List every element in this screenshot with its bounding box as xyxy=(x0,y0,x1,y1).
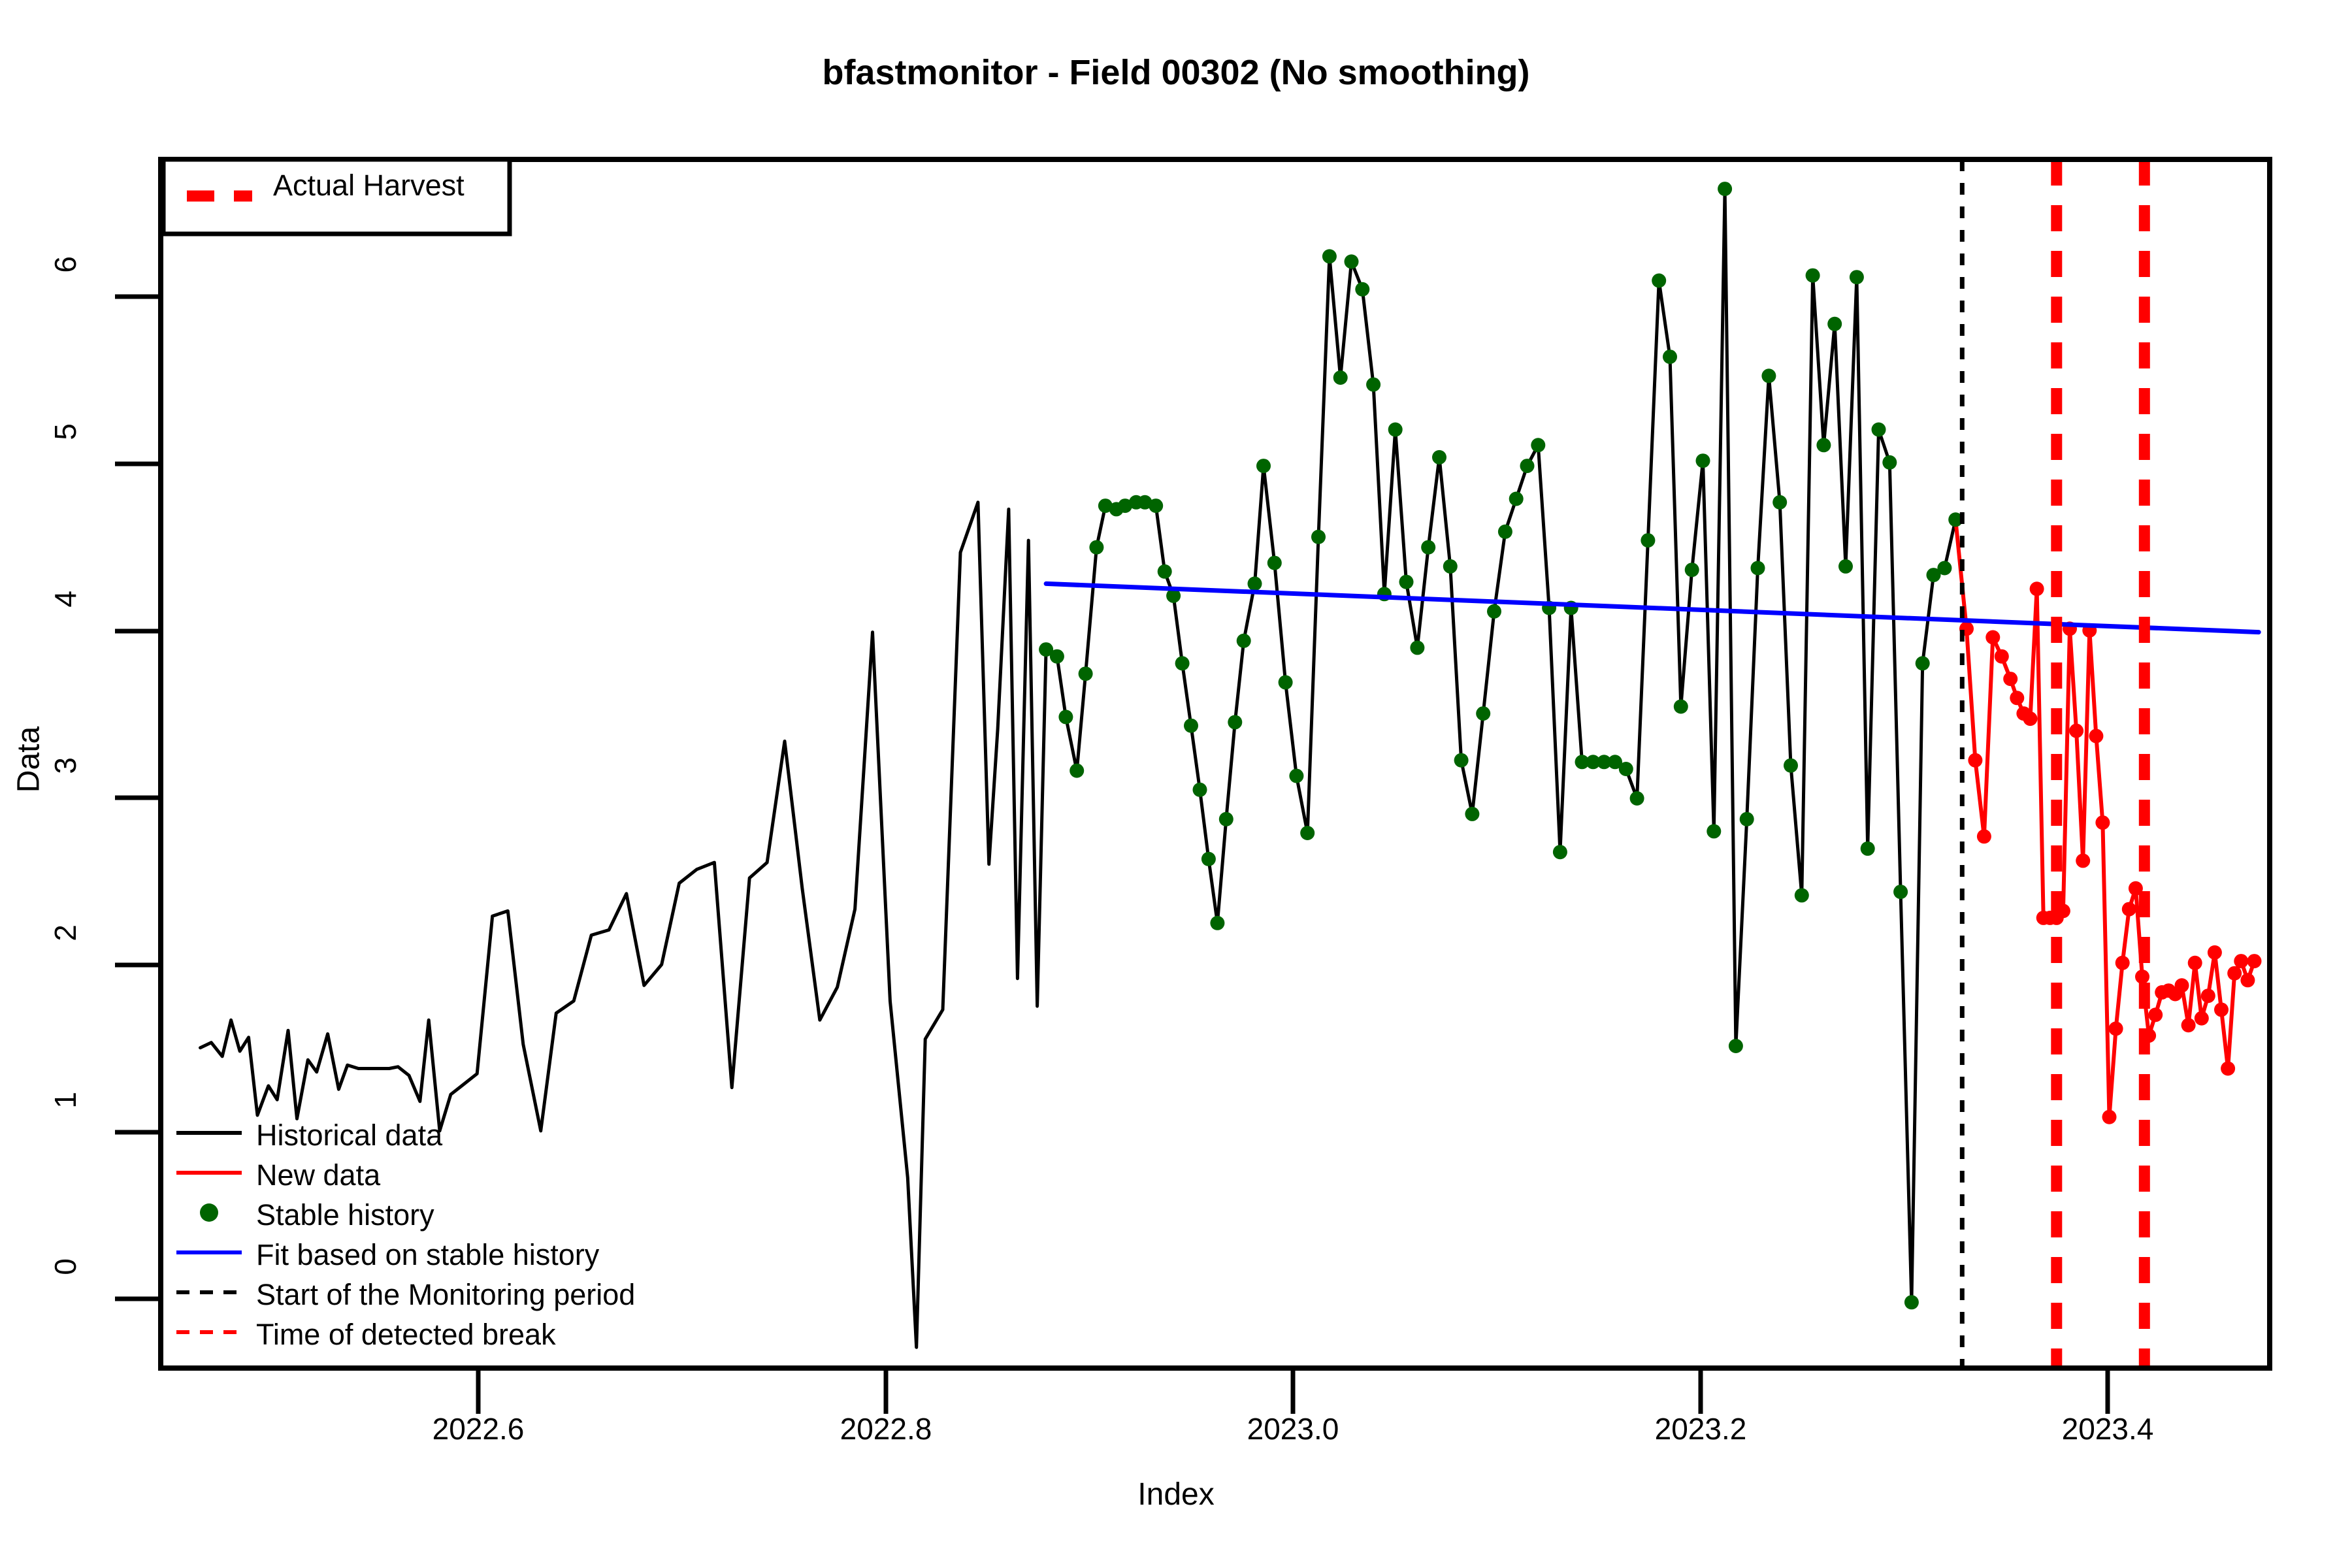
x-axis-ticks xyxy=(476,1368,2110,1414)
actual-harvest-legend-box xyxy=(161,157,512,237)
x-tick-label-4: 2023.4 xyxy=(2061,1412,2154,1446)
stable-history-markers xyxy=(1039,182,1963,1310)
y-tick-label-3: 3 xyxy=(48,757,82,774)
legend-label-actual-harvest: Actual Harvest xyxy=(273,169,465,202)
y-tick-label-2: 2 xyxy=(48,924,82,941)
new-data-markers xyxy=(1959,581,2262,1124)
legend-label-stable-history: Stable history xyxy=(256,1198,434,1232)
y-axis-ticks xyxy=(115,294,161,1301)
legend-label-monitoring-start: Start of the Monitoring period xyxy=(256,1278,636,1311)
page-title: bfastmonitor - Field 00302 (No smoothing… xyxy=(822,53,1530,92)
legend-label-new-data: New data xyxy=(256,1158,381,1192)
x-tick-label-1: 2022.8 xyxy=(840,1412,932,1446)
y-tick-label-1: 1 xyxy=(48,1092,82,1109)
x-tick-label-0: 2022.6 xyxy=(432,1412,525,1446)
y-tick-label-0: 0 xyxy=(48,1258,82,1275)
legend-glyph-stable-history xyxy=(200,1203,218,1222)
legend-label-fit-stable-history: Fit based on stable history xyxy=(256,1238,600,1271)
x-tick-label-2: 2023.0 xyxy=(1247,1412,1339,1446)
vertical-marker-lines xyxy=(1959,162,2150,1365)
x-tick-label-3: 2023.2 xyxy=(1654,1412,1747,1446)
y-tick-label-5: 5 xyxy=(48,423,82,440)
y-tick-label-6: 6 xyxy=(48,256,82,273)
fit-line xyxy=(1043,581,2261,635)
legend-label-detected-break: Time of detected break xyxy=(256,1318,556,1351)
y-tick-label-4: 4 xyxy=(48,591,82,608)
x-axis-title: Index xyxy=(1137,1477,1215,1512)
y-axis-title: Data xyxy=(11,726,46,793)
plot-frame xyxy=(158,157,2272,1371)
data-series-layer xyxy=(199,182,2262,1349)
legend-glyphs xyxy=(161,157,512,1334)
legend-label-historical-data: Historical data xyxy=(256,1119,443,1152)
